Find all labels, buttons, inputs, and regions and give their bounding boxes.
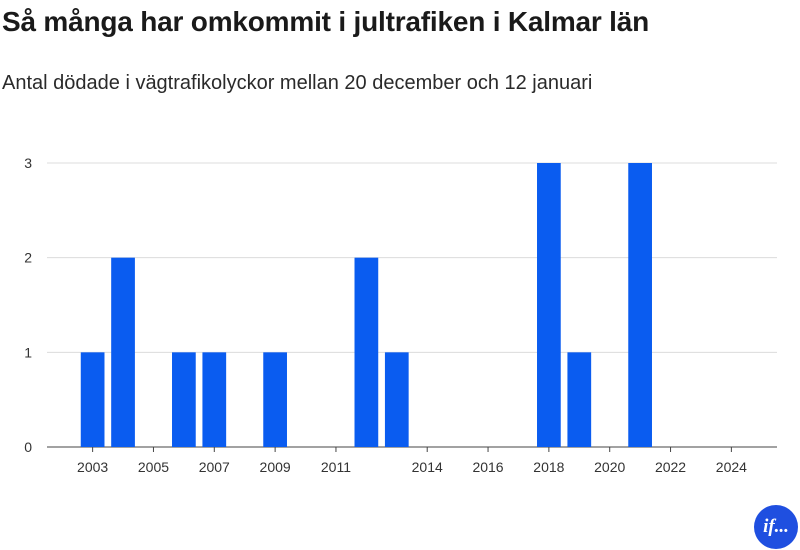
x-tick-label-2011: 2011 — [321, 459, 351, 475]
x-axis: 2003 2005 2007 2009 2011 2014 2016 2018 2020 2022… — [77, 447, 747, 475]
bar-2003 — [80, 352, 105, 447]
if-logo: if... — [754, 505, 798, 549]
chart-title: Så många har omkommit i jultrafiken i Ka… — [2, 6, 650, 37]
bars — [80, 163, 652, 447]
x-tick-label-2007: 2007 — [199, 459, 230, 475]
x-tick-label-2003: 2003 — [77, 459, 108, 475]
y-tick-label-2: 2 — [24, 250, 32, 266]
chart-subtitle: Antal dödade i vägtrafikolyckor mellan 2… — [2, 72, 593, 94]
gridlines — [47, 162, 777, 448]
x-tick-label-2016: 2016 — [472, 459, 503, 475]
x-tick-label-2014: 2014 — [412, 459, 443, 475]
x-tick-label-2022: 2022 — [655, 459, 686, 475]
bar-2007 — [202, 352, 227, 447]
y-axis-labels: 0 1 2 3 — [24, 155, 32, 455]
x-tick-label-2024: 2024 — [716, 459, 747, 475]
bar-2009 — [263, 352, 287, 447]
bar-2013 — [384, 352, 409, 447]
x-tick-label-2020: 2020 — [594, 459, 625, 475]
bar-2012 — [354, 257, 379, 447]
bar-2021 — [628, 163, 652, 447]
bar-2004 — [111, 257, 135, 447]
y-tick-label-3: 3 — [24, 155, 32, 171]
y-tick-label-1: 1 — [24, 344, 32, 360]
x-tick-label-2005: 2005 — [138, 459, 169, 475]
x-tick-label-2018: 2018 — [533, 459, 564, 475]
y-tick-label-0: 0 — [24, 439, 32, 455]
x-tick-label-2009: 2009 — [260, 459, 291, 475]
bar-2019 — [567, 352, 592, 447]
bar-2006 — [172, 352, 196, 447]
bar-2018 — [537, 163, 561, 447]
